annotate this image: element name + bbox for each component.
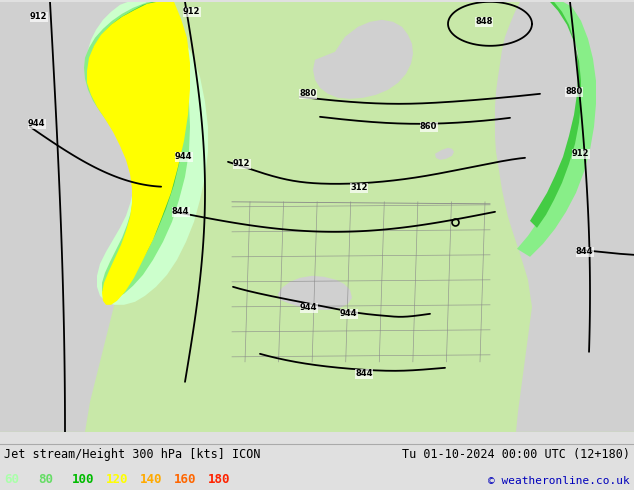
Text: 880: 880 [565,87,582,97]
Polygon shape [530,2,581,228]
Polygon shape [517,2,596,257]
Polygon shape [89,2,186,297]
Polygon shape [84,2,190,299]
Text: 880: 880 [299,89,316,98]
Text: 180: 180 [208,473,231,486]
Text: 944: 944 [300,303,318,312]
Polygon shape [435,148,454,160]
Text: 912: 912 [572,149,590,158]
Text: 100: 100 [72,473,94,486]
Text: Tu 01-10-2024 00:00 UTC (12+180): Tu 01-10-2024 00:00 UTC (12+180) [402,448,630,461]
Text: 844: 844 [355,369,373,378]
Text: 60: 60 [4,473,19,486]
Text: 844: 844 [172,207,190,216]
Text: 312: 312 [350,183,368,193]
Text: 912: 912 [30,12,48,22]
Polygon shape [278,276,352,310]
Text: © weatheronline.co.uk: © weatheronline.co.uk [488,476,630,486]
Text: 844: 844 [576,247,593,256]
Text: 944: 944 [175,152,193,161]
Text: 80: 80 [38,473,53,486]
Text: 860: 860 [420,122,437,131]
Text: 912: 912 [233,159,250,169]
Text: Jet stream/Height 300 hPa [kts] ICON: Jet stream/Height 300 hPa [kts] ICON [4,448,261,461]
Text: 944: 944 [340,309,358,318]
Polygon shape [87,2,208,305]
Text: 140: 140 [140,473,162,486]
Polygon shape [0,2,160,432]
Polygon shape [495,2,634,432]
Text: 160: 160 [174,473,197,486]
Text: 912: 912 [183,7,200,16]
Polygon shape [313,20,413,99]
Text: 944: 944 [28,120,46,128]
Text: 120: 120 [106,473,129,486]
Polygon shape [87,2,190,305]
Text: 848: 848 [475,17,493,26]
